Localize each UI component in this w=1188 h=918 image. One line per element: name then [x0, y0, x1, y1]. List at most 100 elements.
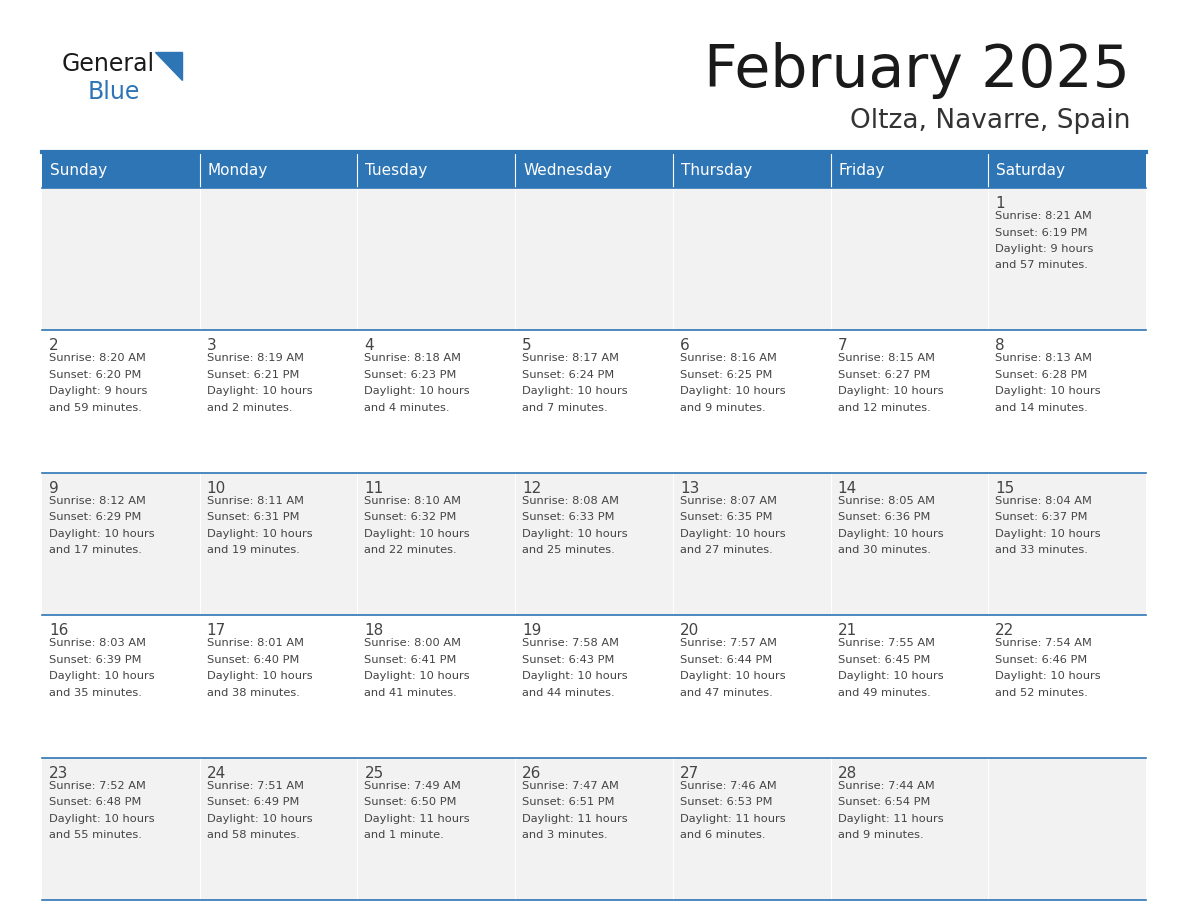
Text: Sunset: 6:27 PM: Sunset: 6:27 PM [838, 370, 930, 380]
Text: and 52 minutes.: and 52 minutes. [996, 688, 1088, 698]
Text: and 1 minute.: and 1 minute. [365, 830, 444, 840]
Bar [358, 615, 516, 757]
Text: Sunrise: 8:18 AM: Sunrise: 8:18 AM [365, 353, 461, 364]
Text: Daylight: 9 hours: Daylight: 9 hours [996, 244, 1094, 254]
Bar [516, 615, 672, 757]
Text: 22: 22 [996, 623, 1015, 638]
Text: Daylight: 10 hours: Daylight: 10 hours [680, 386, 785, 397]
Text: Sunrise: 8:01 AM: Sunrise: 8:01 AM [207, 638, 304, 648]
Text: Sunset: 6:48 PM: Sunset: 6:48 PM [49, 797, 141, 807]
Text: and 4 minutes.: and 4 minutes. [365, 403, 450, 413]
Text: Sunset: 6:24 PM: Sunset: 6:24 PM [523, 370, 614, 380]
Text: Daylight: 10 hours: Daylight: 10 hours [523, 529, 627, 539]
Text: 26: 26 [523, 766, 542, 780]
Text: 27: 27 [680, 766, 699, 780]
Text: and 55 minutes.: and 55 minutes. [49, 830, 141, 840]
Bar [672, 330, 830, 473]
Bar [672, 152, 830, 188]
Bar [988, 615, 1146, 757]
Text: Daylight: 10 hours: Daylight: 10 hours [523, 386, 627, 397]
Text: Daylight: 10 hours: Daylight: 10 hours [996, 529, 1101, 539]
Text: Saturday: Saturday [997, 162, 1066, 177]
Text: and 12 minutes.: and 12 minutes. [838, 403, 930, 413]
Text: 8: 8 [996, 339, 1005, 353]
Text: Sunset: 6:39 PM: Sunset: 6:39 PM [49, 655, 141, 665]
Text: 15: 15 [996, 481, 1015, 496]
Text: Sunrise: 7:46 AM: Sunrise: 7:46 AM [680, 780, 777, 790]
Text: and 19 minutes.: and 19 minutes. [207, 545, 299, 555]
Bar [42, 152, 200, 188]
Bar [830, 330, 988, 473]
Text: Sunset: 6:41 PM: Sunset: 6:41 PM [365, 655, 457, 665]
Text: Sunrise: 7:57 AM: Sunrise: 7:57 AM [680, 638, 777, 648]
Text: 24: 24 [207, 766, 226, 780]
Text: and 30 minutes.: and 30 minutes. [838, 545, 930, 555]
Text: and 9 minutes.: and 9 minutes. [838, 830, 923, 840]
Text: and 41 minutes.: and 41 minutes. [365, 688, 457, 698]
Text: Daylight: 10 hours: Daylight: 10 hours [838, 529, 943, 539]
Text: Sunset: 6:21 PM: Sunset: 6:21 PM [207, 370, 299, 380]
Text: Sunrise: 8:10 AM: Sunrise: 8:10 AM [365, 496, 461, 506]
Text: 14: 14 [838, 481, 857, 496]
Text: Sunset: 6:23 PM: Sunset: 6:23 PM [365, 370, 457, 380]
Text: Sunset: 6:37 PM: Sunset: 6:37 PM [996, 512, 1088, 522]
Text: Sunset: 6:53 PM: Sunset: 6:53 PM [680, 797, 772, 807]
Text: Sunset: 6:40 PM: Sunset: 6:40 PM [207, 655, 299, 665]
Bar [988, 757, 1146, 900]
Text: and 58 minutes.: and 58 minutes. [207, 830, 299, 840]
Text: Sunrise: 8:16 AM: Sunrise: 8:16 AM [680, 353, 777, 364]
Text: 11: 11 [365, 481, 384, 496]
Text: 3: 3 [207, 339, 216, 353]
Text: February 2025: February 2025 [704, 42, 1130, 99]
Text: Blue: Blue [88, 80, 140, 104]
Bar [200, 188, 358, 330]
Text: Thursday: Thursday [681, 162, 752, 177]
Bar [516, 757, 672, 900]
Bar [672, 188, 830, 330]
Text: and 25 minutes.: and 25 minutes. [523, 545, 615, 555]
Text: and 9 minutes.: and 9 minutes. [680, 403, 765, 413]
Text: 16: 16 [49, 623, 69, 638]
Text: Daylight: 10 hours: Daylight: 10 hours [49, 813, 154, 823]
Text: Daylight: 10 hours: Daylight: 10 hours [49, 529, 154, 539]
Text: Sunday: Sunday [50, 162, 107, 177]
Text: Sunset: 6:35 PM: Sunset: 6:35 PM [680, 512, 772, 522]
Bar [516, 188, 672, 330]
Text: Sunset: 6:29 PM: Sunset: 6:29 PM [49, 512, 141, 522]
Text: Sunrise: 8:11 AM: Sunrise: 8:11 AM [207, 496, 304, 506]
Text: 2: 2 [49, 339, 58, 353]
Text: Sunrise: 8:07 AM: Sunrise: 8:07 AM [680, 496, 777, 506]
Text: Sunset: 6:28 PM: Sunset: 6:28 PM [996, 370, 1088, 380]
Text: 5: 5 [523, 339, 532, 353]
Bar [358, 152, 516, 188]
Text: 18: 18 [365, 623, 384, 638]
Text: 12: 12 [523, 481, 542, 496]
Text: 13: 13 [680, 481, 700, 496]
Bar [830, 757, 988, 900]
Text: Sunset: 6:19 PM: Sunset: 6:19 PM [996, 228, 1088, 238]
Text: Sunset: 6:43 PM: Sunset: 6:43 PM [523, 655, 614, 665]
Text: 17: 17 [207, 623, 226, 638]
Bar [358, 473, 516, 615]
Text: and 17 minutes.: and 17 minutes. [49, 545, 141, 555]
Text: Daylight: 10 hours: Daylight: 10 hours [996, 671, 1101, 681]
Text: Sunrise: 8:04 AM: Sunrise: 8:04 AM [996, 496, 1092, 506]
Text: and 49 minutes.: and 49 minutes. [838, 688, 930, 698]
Text: and 35 minutes.: and 35 minutes. [49, 688, 141, 698]
Text: 21: 21 [838, 623, 857, 638]
Text: Sunset: 6:33 PM: Sunset: 6:33 PM [523, 512, 614, 522]
Bar [42, 473, 200, 615]
Bar [358, 188, 516, 330]
Bar [200, 615, 358, 757]
Text: Sunset: 6:44 PM: Sunset: 6:44 PM [680, 655, 772, 665]
Text: Sunrise: 8:21 AM: Sunrise: 8:21 AM [996, 211, 1092, 221]
Text: Sunrise: 7:47 AM: Sunrise: 7:47 AM [523, 780, 619, 790]
Bar [516, 152, 672, 188]
Text: Sunrise: 7:55 AM: Sunrise: 7:55 AM [838, 638, 935, 648]
Text: 9: 9 [49, 481, 58, 496]
Text: 4: 4 [365, 339, 374, 353]
Text: 25: 25 [365, 766, 384, 780]
Bar [200, 473, 358, 615]
Text: and 3 minutes.: and 3 minutes. [523, 830, 608, 840]
Text: Sunrise: 7:54 AM: Sunrise: 7:54 AM [996, 638, 1092, 648]
